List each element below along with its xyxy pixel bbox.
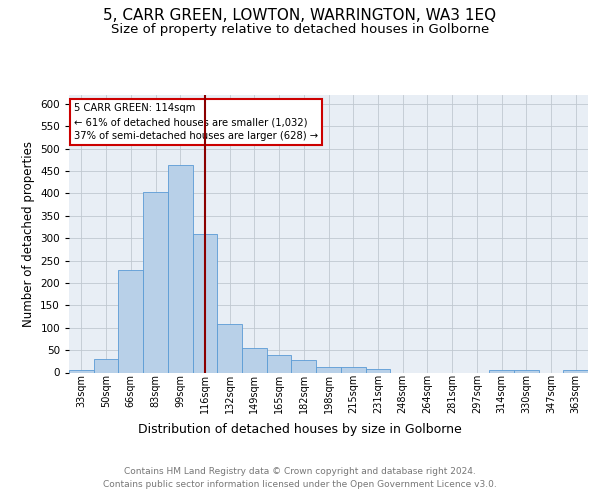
- Text: Contains HM Land Registry data © Crown copyright and database right 2024.
Contai: Contains HM Land Registry data © Crown c…: [103, 468, 497, 489]
- Bar: [217, 324, 242, 372]
- Bar: [143, 192, 168, 372]
- Bar: [118, 270, 143, 372]
- Bar: [365, 369, 390, 372]
- Bar: [193, 234, 217, 372]
- Text: 5, CARR GREEN, LOWTON, WARRINGTON, WA3 1EQ: 5, CARR GREEN, LOWTON, WARRINGTON, WA3 1…: [103, 8, 497, 22]
- Bar: [341, 366, 365, 372]
- Bar: [242, 348, 267, 372]
- Y-axis label: Number of detached properties: Number of detached properties: [22, 141, 35, 327]
- Text: Distribution of detached houses by size in Golborne: Distribution of detached houses by size …: [138, 422, 462, 436]
- Bar: [563, 370, 588, 372]
- Bar: [316, 366, 341, 372]
- Text: 5 CARR GREEN: 114sqm
← 61% of detached houses are smaller (1,032)
37% of semi-de: 5 CARR GREEN: 114sqm ← 61% of detached h…: [74, 104, 319, 142]
- Bar: [267, 354, 292, 372]
- Bar: [94, 359, 118, 372]
- Bar: [489, 370, 514, 372]
- Bar: [292, 360, 316, 372]
- Bar: [168, 166, 193, 372]
- Text: Size of property relative to detached houses in Golborne: Size of property relative to detached ho…: [111, 22, 489, 36]
- Bar: [69, 370, 94, 372]
- Bar: [514, 370, 539, 372]
